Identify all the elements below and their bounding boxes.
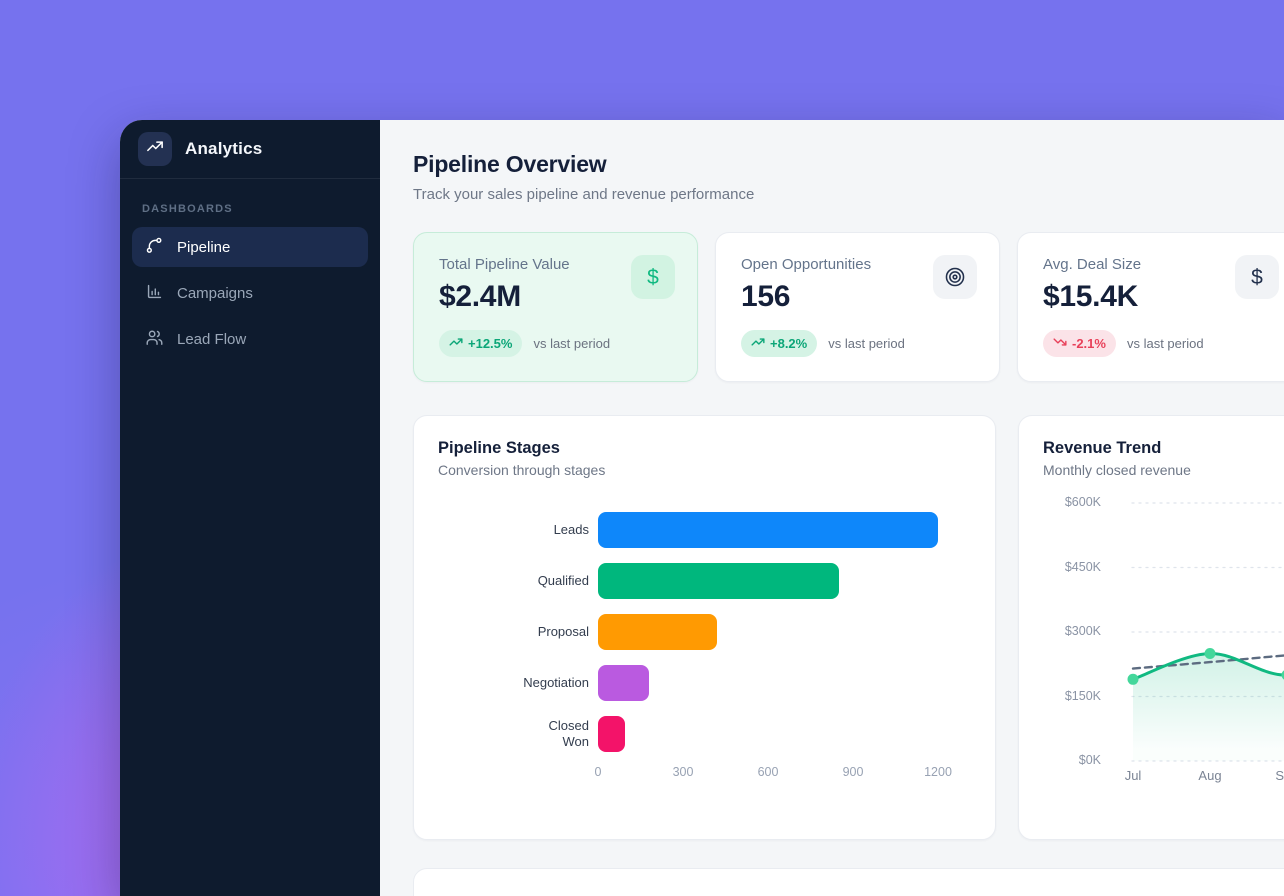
trending-up-icon — [449, 335, 463, 352]
funnel-x-tick: 600 — [757, 765, 779, 779]
kpi-value: $15.4K — [1043, 280, 1138, 313]
funnel-row: Negotiation — [438, 665, 971, 701]
change-badge: +8.2% — [741, 330, 818, 357]
change-value: -2.1% — [1072, 336, 1106, 351]
sidebar-header: Analytics — [120, 120, 380, 179]
revenue-y-tick: $600K — [1064, 495, 1101, 509]
dollar-icon: $ — [1235, 255, 1279, 299]
dollar-icon: $ — [631, 255, 675, 299]
charts-row: Pipeline Stages Conversion through stage… — [413, 415, 1284, 840]
kpi-label: Open Opportunities — [741, 256, 872, 273]
kpi-label: Total Pipeline Value — [439, 256, 570, 273]
app-logo — [138, 132, 172, 166]
sidebar-item-label: Campaigns — [177, 284, 253, 302]
revenue-line-chart: $600K $450K $300K $150K $0K Jul Aug Sep — [1043, 492, 1284, 792]
funnel-bar — [598, 512, 938, 548]
app-window: Analytics DASHBOARDS Pipeline — [120, 120, 1284, 896]
data-point — [1127, 673, 1139, 685]
funnel-bar — [598, 563, 839, 599]
funnel-bar — [598, 716, 625, 752]
sidebar-section-label: DASHBOARDS — [142, 203, 233, 215]
change-value: +12.5% — [468, 336, 513, 351]
revenue-area — [1133, 653, 1284, 761]
kpi-value: 156 — [741, 280, 791, 313]
revenue-x-tick: Aug — [1198, 768, 1222, 783]
trending-up-icon — [751, 335, 765, 352]
trend-line — [1131, 654, 1284, 670]
sidebar-item-lead-flow[interactable]: Lead Flow — [132, 319, 368, 359]
compare-text: vs last period — [533, 336, 611, 351]
funnel-bar — [598, 665, 649, 701]
kpi-label: Avg. Deal Size — [1043, 256, 1142, 273]
chart-title: Pipeline Stages — [438, 439, 560, 457]
funnel-category-label: Proposal — [537, 623, 589, 639]
data-point — [1281, 670, 1284, 680]
funnel-row: Closed Won — [438, 716, 971, 752]
funnel-x-tick: 1200 — [924, 765, 952, 779]
funnel-x-tick: 0 — [594, 765, 602, 779]
kpi-value: $2.4M — [439, 280, 521, 313]
kpi-card-open-opportunities: Open Opportunities 156 +8.2% vs last per… — [715, 232, 1000, 382]
funnel-row: Proposal — [438, 614, 971, 650]
funnel-row: Qualified — [438, 563, 971, 599]
sidebar-nav: DASHBOARDS Pipeline Campaigns — [120, 179, 380, 379]
chart-subtitle: Conversion through stages — [438, 462, 606, 478]
compare-text: vs last period — [1126, 336, 1204, 351]
trending-up-icon — [146, 138, 164, 161]
kpi-card-avg-deal-size: Avg. Deal Size $15.4K -2.1% vs last peri… — [1017, 232, 1284, 382]
bar-chart-icon — [145, 282, 164, 305]
revenue-x-tick: Jul — [1124, 768, 1142, 783]
chart-title: Revenue Trend — [1043, 439, 1162, 457]
revenue-x-tick: Sep — [1275, 768, 1284, 783]
pipeline-stages-card: Pipeline Stages Conversion through stage… — [413, 415, 996, 840]
funnel-row: Leads — [438, 512, 971, 548]
revenue-y-tick: $0K — [1078, 753, 1101, 767]
page-subtitle: Track your sales pipeline and revenue pe… — [413, 186, 755, 203]
trending-down-icon — [1053, 335, 1067, 352]
funnel-category-label: Leads — [553, 521, 589, 537]
main-content: Pipeline Overview Track your sales pipel… — [380, 120, 1284, 896]
change-badge: +12.5% — [439, 330, 523, 357]
chart-subtitle: Monthly closed revenue — [1043, 462, 1191, 478]
bottom-card-partial — [413, 868, 1284, 896]
funnel-category-label: Closed Won — [548, 717, 589, 749]
sidebar-item-label: Lead Flow — [177, 330, 247, 348]
sidebar-item-label: Pipeline — [177, 238, 231, 256]
data-point — [1204, 648, 1216, 659]
revenue-y-tick: $450K — [1064, 559, 1101, 574]
funnel-chart: Leads Qualified Proposal Negotiation Closed … — [438, 512, 971, 752]
change-badge: -2.1% — [1043, 330, 1116, 357]
revenue-y-tick: $150K — [1064, 688, 1101, 703]
revenue-y-tick: $300K — [1064, 624, 1101, 638]
funnel-category-label: Negotiation — [523, 674, 589, 690]
funnel-x-tick: 300 — [672, 765, 694, 779]
sidebar-item-pipeline[interactable]: Pipeline — [132, 227, 368, 267]
revenue-trend-card: Revenue Trend Monthly closed revenue $60… — [1018, 415, 1284, 840]
app-name: Analytics — [185, 139, 263, 158]
users-icon — [145, 328, 164, 351]
revenue-plot — [1127, 502, 1284, 762]
sidebar: Analytics DASHBOARDS Pipeline — [120, 120, 380, 896]
change-value: +8.2% — [770, 336, 808, 351]
sidebar-item-campaigns[interactable]: Campaigns — [132, 273, 368, 313]
funnel-x-tick: 900 — [842, 765, 864, 779]
funnel-x-axis: 0 300 600 900 1200 — [594, 765, 971, 781]
kpi-card-total-pipeline-value: Total Pipeline Value $2.4M +12.5% vs las… — [413, 232, 698, 382]
compare-text: vs last period — [828, 336, 905, 351]
funnel-bar — [598, 614, 717, 650]
git-branch-icon — [145, 236, 164, 259]
target-icon — [933, 255, 977, 299]
revenue-line — [1131, 651, 1284, 681]
page-title: Pipeline Overview — [413, 151, 607, 177]
funnel-category-label: Qualified — [537, 572, 589, 588]
kpi-row: Total Pipeline Value $2.4M +12.5% vs las… — [413, 232, 1284, 382]
